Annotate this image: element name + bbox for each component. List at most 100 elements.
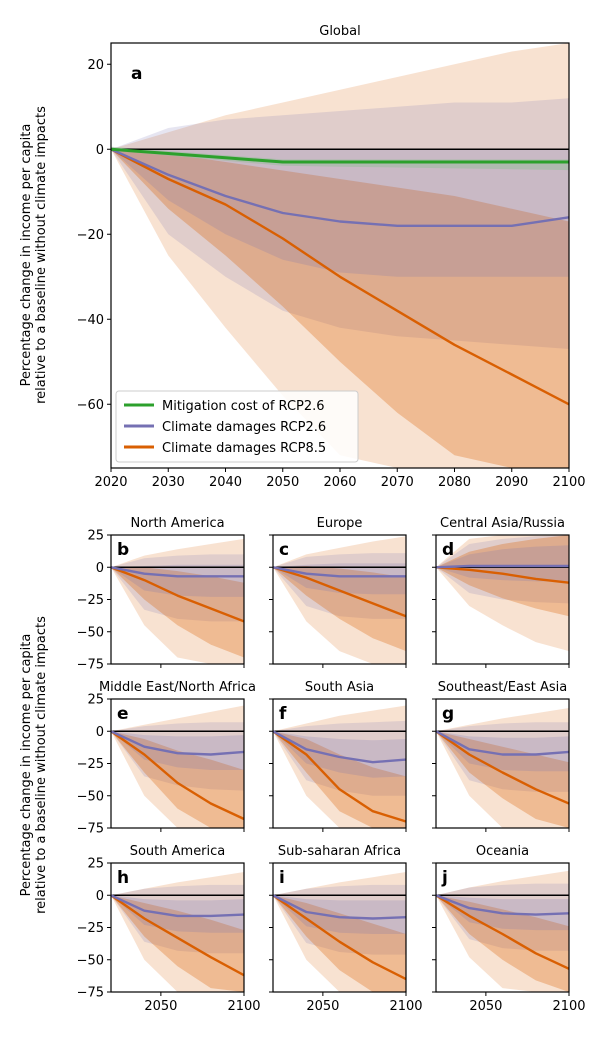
panel-letter: f (279, 704, 287, 724)
rcp85-band-outer (436, 708, 569, 828)
rcp85-band-inner (436, 895, 569, 992)
y-axis-label-top-line1: Percentage change in income per capita (19, 124, 34, 387)
y-tick-label: −75 (77, 822, 104, 837)
x-tick-label: 2050 (306, 999, 339, 1014)
panel-sub-saharan-africa: Sub-saharan Africa i 2050 2100 (269, 844, 423, 1014)
y-axis-label-top-line2: relative to a baseline without climate i… (34, 106, 49, 404)
y-tick-label: −25 (77, 593, 104, 608)
series-line-rcp26 (111, 148, 569, 227)
plot-area (436, 535, 569, 652)
y-tick-label: 0 (96, 143, 104, 158)
plot-area (273, 872, 406, 992)
series-line-rcp26 (273, 894, 406, 920)
y-tick-label: 0 (96, 889, 104, 904)
x-tick-label: 2030 (152, 475, 185, 490)
panel-title: Europe (317, 516, 363, 531)
series-line-mitigation (111, 147, 569, 164)
y-tick-label: −75 (77, 986, 104, 1001)
panel-title: Sub-saharan Africa (278, 844, 401, 859)
panel-letter: b (117, 540, 129, 560)
series-line-rcp85 (111, 730, 244, 821)
rcp26-band-outer (111, 554, 244, 622)
plot-area (436, 870, 569, 992)
y-tick-label: −40 (77, 313, 104, 328)
rcp26-band-outer (273, 720, 406, 796)
y-tick-label: −25 (77, 757, 104, 772)
x-tick-label: 2090 (495, 475, 528, 490)
panel-title: Oceania (476, 844, 529, 859)
y-tick-label: 0 (96, 561, 104, 576)
panel-title: South Asia (305, 680, 374, 695)
panel-letter: d (442, 540, 454, 560)
y-tick-label: −60 (77, 398, 104, 413)
chart-panels: Global a 20 0 −20 −40 −60 2020 2030 2040 2050 2060 2… (77, 24, 586, 1014)
panel-global: Global a 20 0 −20 −40 −60 2020 2030 2040 2050 2060 2… (77, 24, 586, 490)
legend-label-mitigation: Mitigation cost of RCP2.6 (162, 399, 325, 414)
legend-box (115, 390, 359, 463)
rcp26-band-inner (111, 731, 244, 770)
rcp85-band-outer (111, 538, 244, 664)
rcp85-band-inner (111, 149, 569, 468)
series-line-rcp85 (111, 894, 244, 977)
plot-area (111, 705, 244, 828)
series-line-rcp85 (111, 148, 569, 406)
series-line-rcp85 (273, 894, 406, 981)
plot-area (111, 538, 244, 664)
series-line-rcp85 (273, 730, 406, 823)
series-line-rcp85 (436, 730, 569, 805)
plot-area (273, 705, 406, 828)
series-line-rcp26 (111, 894, 244, 918)
legend-label-rcp85: Climate damages RCP8.5 (162, 441, 326, 456)
rcp85-band-outer (436, 535, 569, 652)
x-tick-label: 2100 (552, 475, 585, 490)
x-tick-label: 2050 (266, 475, 299, 490)
panel-letter: a (131, 64, 142, 84)
rcp26-band-outer (111, 722, 244, 791)
x-tick-label: 2050 (144, 999, 177, 1014)
rcp26-band-outer (436, 535, 569, 604)
rcp26-band-outer (273, 884, 406, 955)
rcp85-band-outer (111, 872, 244, 992)
y-tick-label: 0 (96, 725, 104, 740)
legend: Mitigation cost of RCP2.6 Climate damages… (115, 390, 359, 463)
y-tick-label: −50 (77, 625, 104, 640)
series-line-rcp26 (273, 566, 406, 578)
rcp26-band-inner (436, 545, 569, 582)
panel-letter: c (279, 540, 289, 560)
y-tick-label: 25 (87, 529, 104, 544)
panel-letter: e (117, 704, 129, 724)
legend-label-rcp26: Climate damages RCP2.6 (162, 420, 326, 435)
series-line-rcp85 (436, 566, 569, 584)
panel-letter: i (279, 868, 285, 888)
panel-letter: h (117, 868, 129, 888)
series-line-rcp85 (436, 894, 569, 970)
series-line-rcp26 (111, 566, 244, 578)
rcp26-band-inner (273, 563, 406, 595)
y-tick-label: 25 (87, 693, 104, 708)
rcp26-band-inner (436, 731, 569, 772)
panel-letter: g (442, 704, 454, 724)
panel-south-asia: South Asia f (269, 680, 407, 832)
panel-title: North America (130, 516, 224, 531)
rcp85-band-inner (436, 535, 569, 617)
y-tick-label: −20 (77, 228, 104, 243)
series-line-rcp26 (436, 730, 569, 756)
rcp26-band-outer (111, 884, 244, 954)
x-tick-label: 2100 (552, 999, 585, 1014)
x-tick-label: 2050 (469, 999, 502, 1014)
panel-europe: Europe c (269, 516, 407, 668)
rcp26-band-inner (273, 731, 406, 778)
panel-mena: Middle East/North Africa e 25 0 −25 −50 −75 (77, 680, 256, 837)
rcp85-band-inner (273, 566, 406, 652)
panel-central-asia-russia: Central Asia/Russia d (432, 516, 570, 668)
y-axis-label-bottom-line1: Percentage change in income per capita (19, 634, 34, 897)
series-line-rcp26 (273, 730, 406, 764)
y-tick-label: 20 (87, 58, 104, 73)
series-line-rcp26 (111, 730, 244, 756)
panel-title: Southeast/East Asia (438, 680, 567, 695)
panel-oceania: Oceania j 2050 2100 (432, 844, 586, 1014)
mitigation-band (111, 146, 569, 171)
y-tick-label: 25 (87, 857, 104, 872)
